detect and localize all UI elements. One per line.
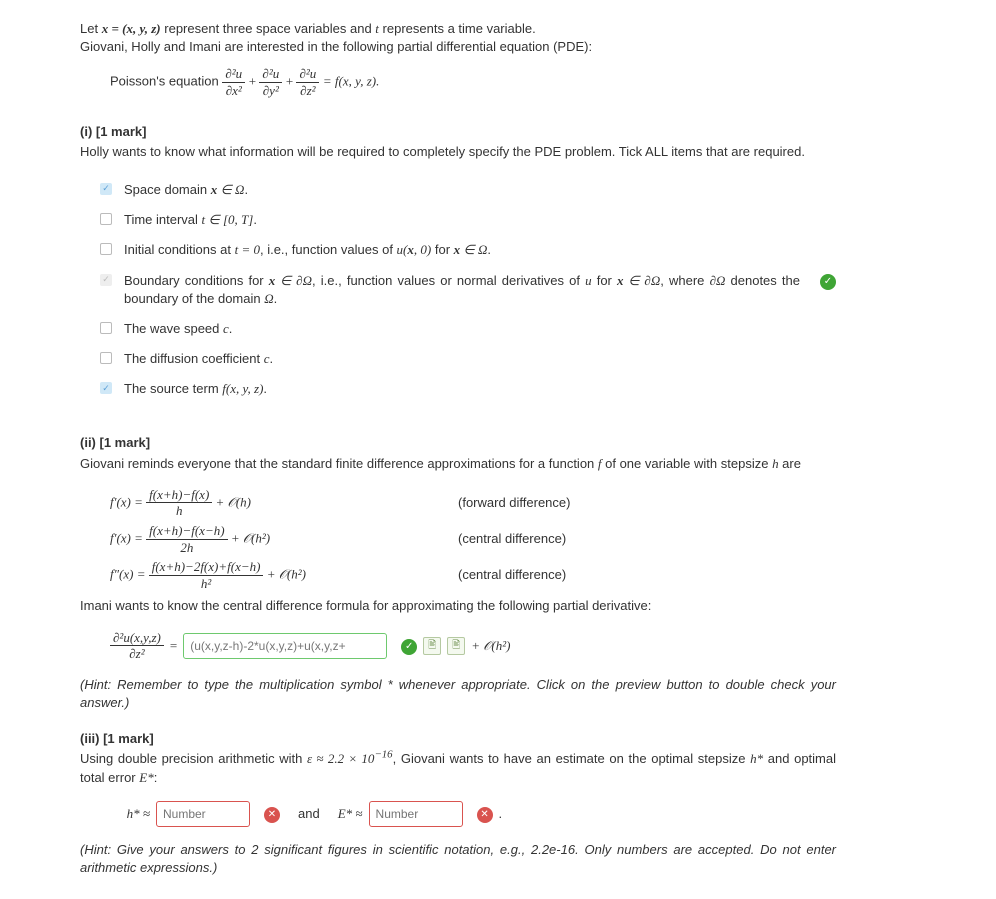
section-iii-head: (iii) [1 mark]	[80, 730, 836, 748]
checklist: ✓ Space domain x ∈ Ω. Time interval t ∈ …	[100, 175, 836, 405]
numeric-answer-row: h* ≈ ✕ and E* ≈ ✕ .	[110, 801, 836, 827]
intro-text: Let	[80, 21, 102, 36]
item-text: The diffusion coefficient c.	[124, 350, 836, 368]
formula-list: f′(x) = f(x+h)−f(x)h + 𝒪(h)(forward diff…	[80, 487, 836, 592]
hstar-input[interactable]	[156, 801, 250, 827]
checklist-item: ✓ Boundary conditions for x ∈ ∂Ω, i.e., …	[100, 266, 836, 314]
wrong-icon: ✕	[264, 807, 280, 823]
item-text: Space domain x ∈ Ω.	[124, 181, 836, 199]
checklist-item: Initial conditions at t = 0, i.e., funct…	[100, 235, 836, 265]
checkbox-icon[interactable]	[100, 243, 112, 255]
estar-label: E* ≈	[338, 805, 363, 823]
checklist-item: ✓ Space domain x ∈ Ω.	[100, 175, 836, 205]
preview-icon[interactable]: 🖹	[423, 637, 441, 655]
checkbox-icon[interactable]	[100, 322, 112, 334]
checklist-item: The diffusion coefficient c.	[100, 344, 836, 374]
intro-eq: x = (x, y, z)	[102, 21, 161, 36]
checklist-item: The wave speed c.	[100, 314, 836, 344]
wrong-icon: ✕	[477, 807, 493, 823]
estar-input[interactable]	[369, 801, 463, 827]
correct-icon: ✓	[820, 274, 836, 290]
intro-block: Let x = (x, y, z) represent three space …	[80, 20, 836, 56]
checklist-item: Time interval t ∈ [0, T].	[100, 205, 836, 235]
checkbox-icon[interactable]	[100, 213, 112, 225]
formula-label: (central difference)	[458, 566, 566, 584]
formula-label: (central difference)	[458, 530, 566, 548]
item-text: Boundary conditions for x ∈ ∂Ω, i.e., fu…	[124, 272, 800, 308]
checkbox-icon[interactable]: ✓	[100, 183, 112, 195]
checkbox-icon[interactable]: ✓	[100, 382, 112, 394]
help-icon[interactable]: 🖹	[447, 637, 465, 655]
poisson-equation: Poisson's equation ∂²u∂x² + ∂²u∂y² + ∂²u…	[80, 66, 836, 98]
section-iii-text: Using double precision arithmetic with ε…	[80, 750, 836, 786]
period: .	[499, 805, 503, 823]
formula-input[interactable]	[183, 633, 387, 659]
formula-line: f′(x) = f(x+h)−f(x−h)2h + 𝒪(h²)(central …	[110, 523, 836, 555]
order-term: + 𝒪(h²)	[471, 637, 510, 655]
checkbox-icon[interactable]: ✓	[100, 274, 112, 286]
formula-line: f′(x) = f(x+h)−f(x)h + 𝒪(h)(forward diff…	[110, 487, 836, 519]
hint-text: (Hint: Remember to type the multiplicati…	[80, 676, 836, 712]
and-label: and	[298, 805, 320, 823]
correct-icon: ✓	[401, 639, 417, 655]
var-t: t	[375, 21, 379, 36]
poisson-label: Poisson's equation	[110, 74, 222, 89]
intro-text: represent three space variables and	[164, 21, 375, 36]
checkbox-icon[interactable]	[100, 352, 112, 364]
poisson-rhs: = f(x, y, z).	[323, 74, 380, 89]
section-ii-head: (ii) [1 mark]	[80, 434, 836, 452]
formula-line: f″(x) = f(x+h)−2f(x)+f(x−h)h² + 𝒪(h²)(ce…	[110, 559, 836, 591]
section-ii-text: Giovani reminds everyone that the standa…	[80, 455, 836, 473]
formula-label: (forward difference)	[458, 494, 570, 512]
section-ii-text2: Imani wants to know the central differen…	[80, 597, 836, 615]
hint-text: (Hint: Give your answers to 2 significan…	[80, 841, 836, 877]
item-text: Time interval t ∈ [0, T].	[124, 211, 836, 229]
section-i-head: (i) [1 mark]	[80, 123, 836, 141]
answer-row: ∂²u(x,y,z)∂z² = ✓ 🖹 🖹 + 𝒪(h²)	[110, 630, 836, 662]
hstar-label: h* ≈	[110, 805, 150, 823]
checklist-item: ✓ The source term f(x, y, z).	[100, 374, 836, 404]
item-text: The wave speed c.	[124, 320, 836, 338]
item-text: The source term f(x, y, z).	[124, 380, 836, 398]
item-text: Initial conditions at t = 0, i.e., funct…	[124, 241, 836, 259]
section-i-text: Holly wants to know what information wil…	[80, 143, 836, 161]
intro-text: represents a time variable.	[383, 21, 536, 36]
intro-text: Giovani, Holly and Imani are interested …	[80, 39, 592, 54]
